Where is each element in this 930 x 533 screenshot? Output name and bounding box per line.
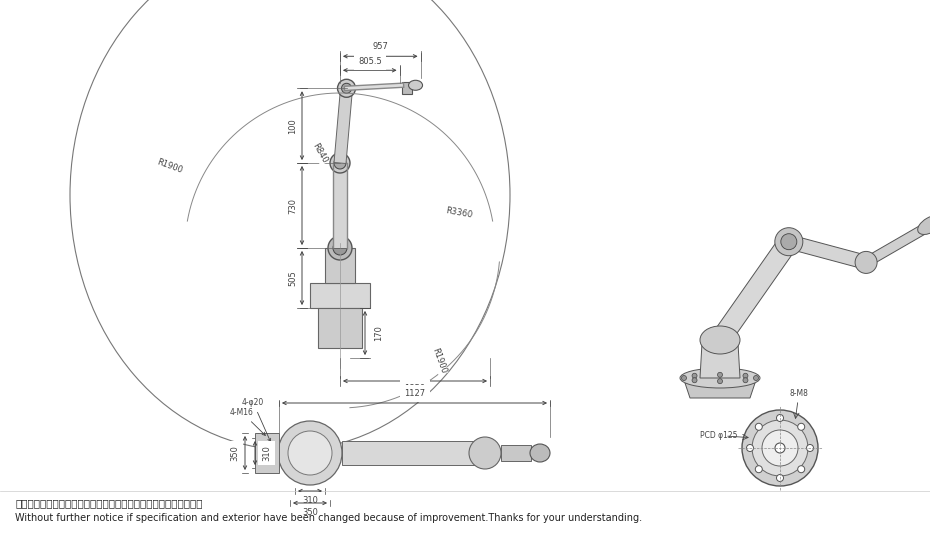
Text: 505: 505 [288,270,297,286]
Polygon shape [864,225,925,266]
Circle shape [718,372,723,377]
Text: 957: 957 [372,42,388,51]
Text: 350: 350 [302,508,318,517]
Polygon shape [787,235,868,269]
Circle shape [469,437,501,469]
Bar [325,248,355,283]
Circle shape [743,378,748,383]
Text: 805.5: 805.5 [358,57,381,66]
Circle shape [762,430,798,466]
Circle shape [328,236,352,260]
Polygon shape [333,163,347,248]
Polygon shape [334,88,352,164]
Circle shape [692,373,698,378]
Text: 310: 310 [302,496,318,505]
Circle shape [288,431,332,475]
Circle shape [692,378,698,383]
Circle shape [855,252,877,273]
Circle shape [333,241,347,255]
Text: 1850: 1850 [405,384,426,393]
Polygon shape [711,236,797,346]
Bar [318,308,362,348]
Circle shape [775,443,785,453]
Text: R1900: R1900 [155,157,183,175]
Text: R1900: R1900 [430,346,447,375]
Circle shape [743,373,748,378]
Text: Without further notice if specification and exterior have been changed because o: Without further notice if specification … [15,513,642,523]
Circle shape [775,228,803,256]
Ellipse shape [408,80,422,90]
Polygon shape [700,343,740,378]
Text: 350: 350 [230,445,239,461]
Circle shape [338,79,355,98]
Text: 730: 730 [288,198,297,214]
Ellipse shape [918,215,930,235]
Polygon shape [685,383,755,398]
Bar [501,445,531,461]
Text: R3360: R3360 [445,206,473,220]
Circle shape [753,376,759,381]
Bar [342,441,485,465]
Text: PCD φ125: PCD φ125 [700,431,737,440]
Bar [402,82,412,94]
Text: 4-M16: 4-M16 [230,408,265,435]
Text: 310: 310 [262,445,271,461]
Circle shape [798,423,804,430]
Circle shape [755,423,763,430]
Text: 170: 170 [374,325,383,341]
Bar [310,283,370,308]
Circle shape [682,376,686,381]
Ellipse shape [680,368,760,388]
Text: R840: R840 [310,142,328,165]
Circle shape [777,474,783,481]
Circle shape [777,415,783,422]
Circle shape [806,445,814,451]
Text: 1127: 1127 [404,389,425,398]
Circle shape [742,410,818,486]
Circle shape [798,466,804,473]
Text: 因改良等原因，规格及外观有所变更时、不再另行通知、敬请谅解。: 因改良等原因，规格及外观有所变更时、不再另行通知、敬请谅解。 [15,498,203,508]
Ellipse shape [700,326,740,354]
Bar [255,433,279,473]
Circle shape [755,466,763,473]
Circle shape [330,153,350,173]
Circle shape [341,83,352,93]
Circle shape [747,445,753,451]
Circle shape [278,421,342,485]
Circle shape [781,233,797,249]
Text: 4-φ20: 4-φ20 [242,398,271,442]
Circle shape [334,157,346,169]
Text: 8-M8: 8-M8 [790,389,809,398]
Ellipse shape [530,444,550,462]
Circle shape [752,420,808,476]
Text: 100: 100 [288,118,297,134]
Circle shape [718,379,723,384]
